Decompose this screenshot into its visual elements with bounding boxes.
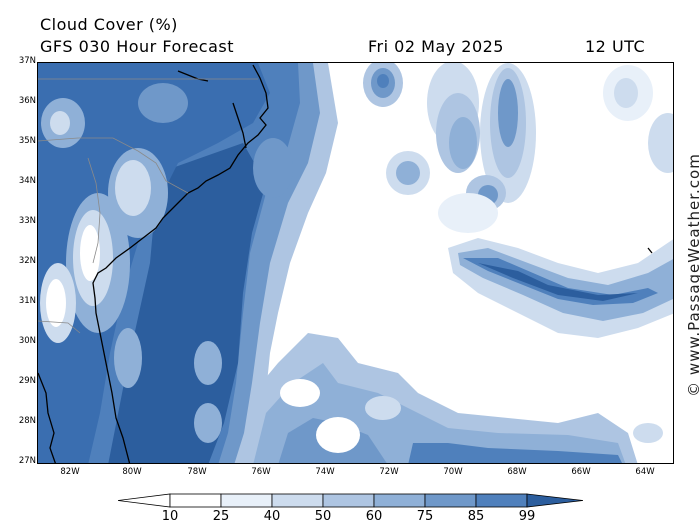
coastal-cloud-band (38, 63, 338, 463)
coastline (38, 64, 653, 463)
lat-label: 31N (18, 296, 36, 306)
legend-label: 60 (365, 509, 383, 524)
lon-label: 70W (443, 467, 463, 477)
lat-label: 30N (18, 336, 36, 346)
cloud-cover-map (37, 62, 674, 464)
lat-label: 28N (18, 416, 36, 426)
site-credit: © www.PassageWeather.com (685, 153, 700, 397)
legend-label: 99 (518, 509, 536, 524)
lon-label: 78W (187, 467, 207, 477)
lat-label: 27N (18, 456, 36, 466)
lon-label: 64W (635, 467, 655, 477)
legend-label: 25 (212, 509, 230, 524)
forecast-time: 12 UTC (585, 37, 646, 56)
lat-label: 35N (18, 136, 36, 146)
lat-label: 37N (18, 56, 36, 66)
lat-label: 29N (18, 376, 36, 386)
lat-label: 32N (18, 256, 36, 266)
legend-label: 75 (416, 509, 434, 524)
southern-cloud-area (238, 333, 663, 463)
northern-cloud-patches (363, 63, 673, 233)
lon-label: 80W (122, 467, 142, 477)
map-title: Cloud Cover (%) (40, 15, 178, 34)
state-borders (38, 78, 258, 334)
legend-label: 10 (161, 509, 179, 524)
lon-label: 74W (315, 467, 335, 477)
lon-label: 72W (379, 467, 399, 477)
legend-label: 85 (467, 509, 485, 524)
legend-label: 40 (263, 509, 281, 524)
lon-label: 68W (507, 467, 527, 477)
lat-label: 33N (18, 216, 36, 226)
eastern-cloud-band (448, 238, 673, 338)
cloud-cover-legend (118, 493, 583, 508)
legend-label: 50 (314, 509, 332, 524)
forecast-subtitle: GFS 030 Hour Forecast (40, 37, 235, 56)
forecast-date: Fri 02 May 2025 (368, 37, 504, 56)
lat-label: 36N (18, 96, 36, 106)
cloud-cover-field (38, 63, 673, 463)
lon-label: 66W (571, 467, 591, 477)
lon-label: 76W (251, 467, 271, 477)
lon-label: 82W (60, 467, 80, 477)
lat-label: 34N (18, 176, 36, 186)
